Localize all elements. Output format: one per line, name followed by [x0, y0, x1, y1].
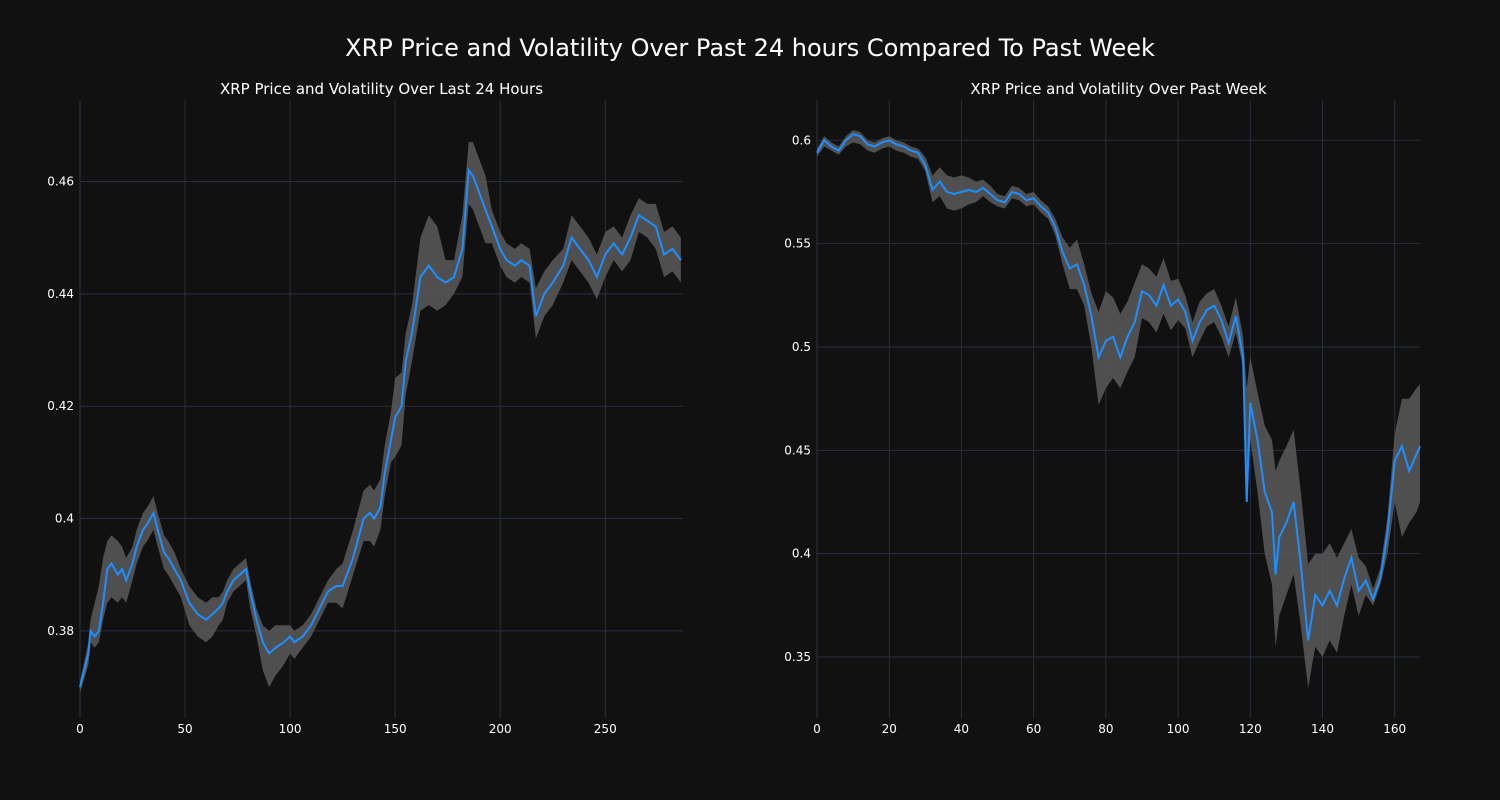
chart-past-week: XRP Price and Volatility Over Past Week 0… — [784, 80, 1421, 736]
x-tick-label: 120 — [1239, 722, 1262, 736]
x-tick-label: 200 — [489, 722, 512, 736]
y-tick-label: 0.46 — [47, 174, 74, 188]
x-tick-label: 100 — [1167, 722, 1190, 736]
chart-title: XRP Price and Volatility Over Last 24 Ho… — [220, 80, 543, 98]
y-tick-label: 0.45 — [784, 443, 811, 457]
x-tick-label: 160 — [1383, 722, 1406, 736]
x-tick-label: 0 — [76, 722, 84, 736]
x-tick-label: 250 — [594, 722, 617, 736]
volatility-band — [817, 130, 1420, 688]
chart-last-24-hours: XRP Price and Volatility Over Last 24 Ho… — [47, 80, 683, 736]
x-tick-label: 50 — [177, 722, 192, 736]
x-tick-label: 80 — [1098, 722, 1113, 736]
y-tick-label: 0.4 — [792, 547, 811, 561]
price-line — [816, 132, 1421, 641]
x-tick-label: 20 — [882, 722, 897, 736]
y-tick-label: 0.55 — [784, 237, 811, 251]
y-tick-label: 0.4 — [55, 512, 74, 526]
volatility-band — [80, 142, 681, 693]
figure-title: XRP Price and Volatility Over Past 24 ho… — [345, 34, 1155, 62]
y-tick-label: 0.38 — [47, 624, 74, 638]
x-tick-label: 100 — [279, 722, 302, 736]
x-tick-label: 60 — [1026, 722, 1041, 736]
y-tick-label: 0.35 — [784, 650, 811, 664]
x-tick-label: 140 — [1311, 722, 1334, 736]
y-tick-label: 0.6 — [792, 133, 811, 147]
x-tick-label: 150 — [384, 722, 407, 736]
x-tick-label: 0 — [813, 722, 821, 736]
y-tick-label: 0.42 — [47, 399, 74, 413]
y-tick-label: 0.5 — [792, 340, 811, 354]
y-tick-label: 0.44 — [47, 287, 74, 301]
x-tick-label: 40 — [954, 722, 969, 736]
price-line — [79, 167, 682, 688]
chart-title: XRP Price and Volatility Over Past Week — [970, 80, 1267, 98]
